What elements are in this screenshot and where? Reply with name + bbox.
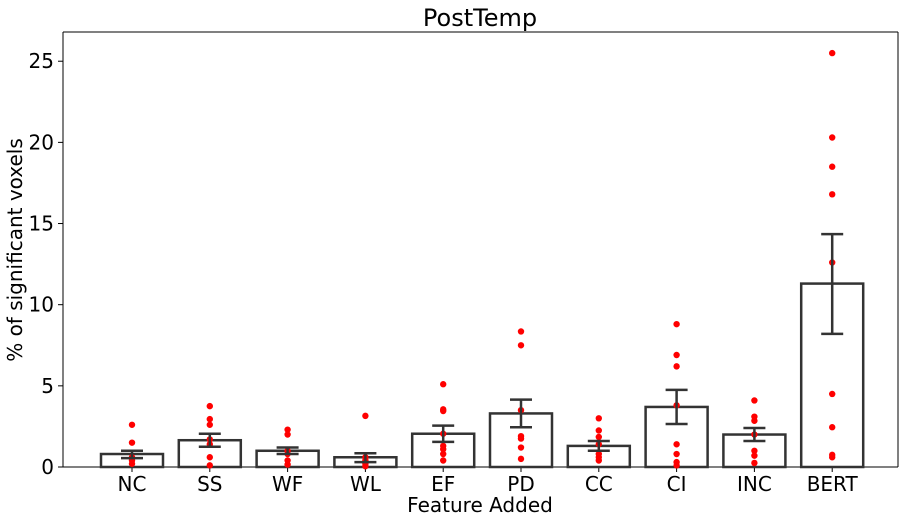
data-point — [362, 462, 369, 470]
data-point — [595, 415, 602, 422]
plot-area: 0 5 10 15 20 25 NC SS WF WL EF PD CC CI INC BERT — [29, 31, 899, 496]
data-point — [440, 407, 447, 415]
x-tick-label: CI — [667, 472, 687, 496]
data-point — [517, 435, 525, 442]
data-point — [517, 455, 525, 463]
data-point — [206, 402, 213, 410]
data-point — [128, 460, 136, 467]
x-tick-label: NC — [118, 472, 147, 496]
data-point — [829, 49, 836, 57]
data-point — [673, 351, 680, 359]
data-point — [362, 412, 369, 420]
data-point — [517, 328, 525, 335]
data-point — [517, 444, 525, 451]
data-point — [128, 421, 136, 428]
data-point — [829, 163, 836, 170]
data-point — [517, 342, 525, 349]
x-tick-label: CC — [585, 472, 613, 496]
data-point — [595, 427, 602, 434]
x-tick-label: SS — [197, 472, 222, 496]
data-point — [284, 461, 291, 468]
data-point — [829, 191, 836, 198]
data-point — [673, 450, 680, 458]
data-point — [206, 421, 213, 428]
y-tick-label: 20 — [29, 130, 54, 154]
data-point — [673, 441, 680, 448]
data-point — [595, 457, 602, 464]
data-point — [206, 454, 213, 461]
data-point — [673, 320, 680, 328]
data-point — [206, 415, 213, 423]
data-point — [440, 457, 447, 464]
data-point — [829, 390, 836, 398]
chart-title: PostTemp — [423, 4, 537, 32]
data-point — [829, 424, 836, 431]
data-point — [751, 452, 758, 459]
x-tick-label: PD — [507, 472, 534, 496]
y-tick-label: 15 — [29, 212, 54, 236]
y-tick-label: 25 — [29, 49, 54, 73]
data-point — [284, 431, 291, 438]
y-tick-label: 0 — [41, 455, 54, 479]
data-point — [673, 363, 680, 370]
data-point — [829, 134, 836, 141]
data-point — [440, 445, 447, 453]
data-point — [673, 462, 680, 469]
data-point — [128, 439, 136, 446]
data-point — [595, 433, 602, 441]
data-point — [751, 447, 758, 454]
data-point — [751, 459, 758, 467]
y-tick-label: 5 — [41, 374, 54, 398]
data-point — [751, 417, 758, 424]
x-axis-title: Feature Added — [407, 493, 553, 517]
data-point — [829, 454, 836, 461]
data-point — [751, 397, 758, 404]
x-tick-label: INC — [737, 472, 772, 496]
data-point — [440, 381, 447, 388]
y-axis-title: % of significant voxels — [3, 138, 27, 362]
data-point — [440, 450, 447, 458]
x-tick-label: BERT — [807, 472, 859, 496]
x-tick-label: WF — [272, 472, 303, 496]
data-point — [206, 462, 213, 469]
x-tick-label: EF — [431, 472, 455, 496]
x-tick-label: WL — [350, 472, 382, 496]
y-tick-label: 10 — [29, 293, 54, 317]
data-point — [284, 426, 291, 433]
